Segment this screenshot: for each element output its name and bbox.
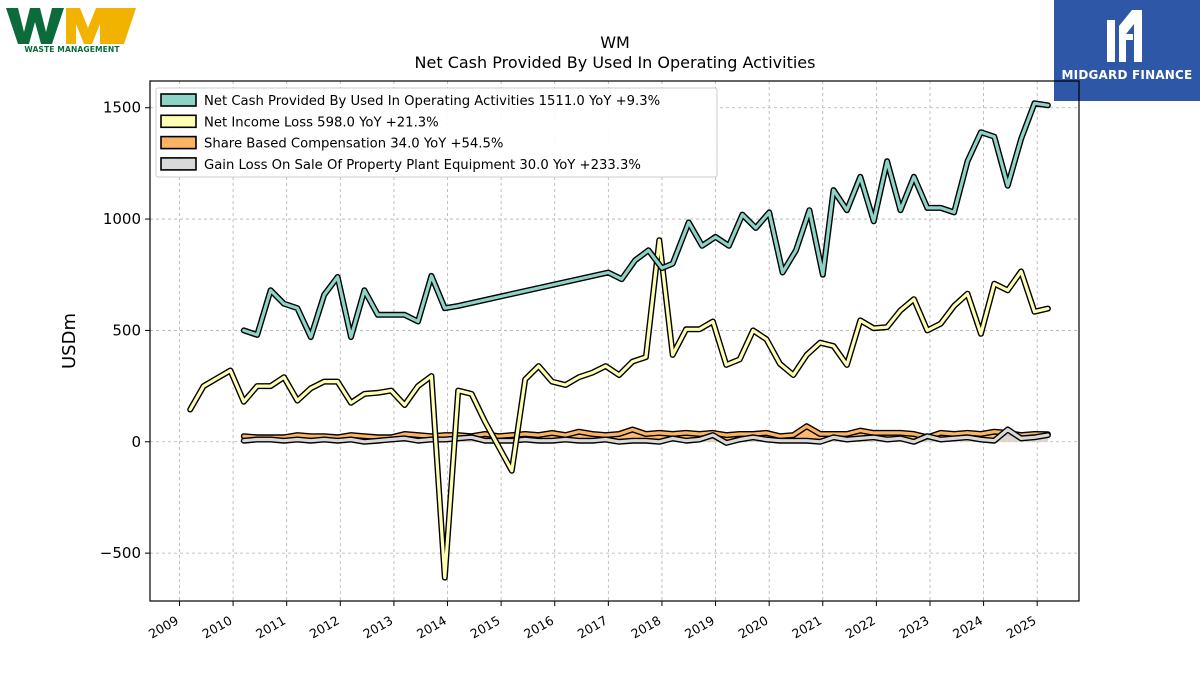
legend-entry: Net Income Loss 598.0 YoY +21.3% — [204, 115, 439, 130]
x-tick-label: 2014 — [414, 613, 449, 642]
x-tick-label: 2022 — [843, 613, 878, 642]
waste-management-caption: WASTE MANAGEMENT — [24, 45, 120, 54]
midgard-finance-logo: MIDGARD FINANCE — [1054, 0, 1200, 101]
series-group — [187, 100, 1051, 581]
x-tick-label: 2011 — [253, 613, 288, 642]
x-tick-label: 2021 — [789, 613, 824, 642]
x-tick-label: 2018 — [628, 613, 663, 642]
waste-management-logo: WASTE MANAGEMENT — [6, 4, 138, 56]
y-tick-label: 1000 — [103, 210, 141, 228]
plot-frame — [149, 80, 1080, 602]
chart-title: WM — [600, 33, 630, 52]
x-tick-label: 2009 — [146, 613, 181, 642]
axis-ticks: 2009 2010 2011 2012 2013 2014 2015 2016 2017 2018… — [100, 99, 1039, 642]
series-line-0 — [240, 100, 1051, 341]
x-tick-label: 2023 — [896, 613, 931, 642]
y-tick-label: −500 — [100, 544, 141, 562]
x-tick-label: 2010 — [200, 613, 235, 642]
midgard-finance-caption: MIDGARD FINANCE — [1061, 68, 1193, 82]
series-line-1 — [187, 237, 1051, 581]
series-line-stroke — [188, 238, 1050, 580]
x-tick-label: 2012 — [307, 613, 342, 642]
legend-entry: Net Cash Provided By Used In Operating A… — [204, 94, 660, 109]
legend-swatch — [160, 135, 197, 150]
legend-swatch — [160, 114, 197, 129]
y-tick-label: 500 — [112, 321, 141, 339]
legend-entry: Gain Loss On Sale Of Property Plant Equi… — [204, 158, 641, 173]
y-tick-label: 0 — [131, 433, 141, 451]
series-line-stroke — [242, 424, 1050, 439]
x-tick-label: 2017 — [575, 613, 610, 642]
series-line-3 — [240, 426, 1051, 446]
legend: Net Cash Provided By Used In Operating A… — [155, 87, 718, 178]
series-line-stroke — [242, 427, 1050, 445]
x-tick-label: 2020 — [736, 613, 771, 642]
x-tick-label: 2015 — [468, 613, 503, 642]
x-tick-label: 2019 — [682, 613, 717, 642]
legend-box — [155, 87, 718, 178]
legend-entry: Share Based Compensation 34.0 YoY +54.5% — [204, 137, 503, 152]
y-axis-label: USDm — [59, 313, 80, 369]
series-line-stroke — [242, 101, 1050, 339]
x-tick-label: 2024 — [950, 613, 985, 642]
x-tick-label: 2016 — [521, 613, 556, 642]
series-line-outline — [187, 237, 1051, 581]
legend-swatch — [160, 157, 197, 171]
legend-swatch — [160, 93, 197, 107]
midgard-mark-icon — [1107, 10, 1142, 62]
y-tick-label: 1500 — [103, 99, 141, 117]
wm-logo-mark-icon — [6, 8, 136, 44]
x-tick-label: 2013 — [360, 613, 395, 642]
chart-subtitle: Net Cash Provided By Used In Operating A… — [415, 53, 816, 72]
x-tick-label: 2025 — [1004, 613, 1039, 642]
